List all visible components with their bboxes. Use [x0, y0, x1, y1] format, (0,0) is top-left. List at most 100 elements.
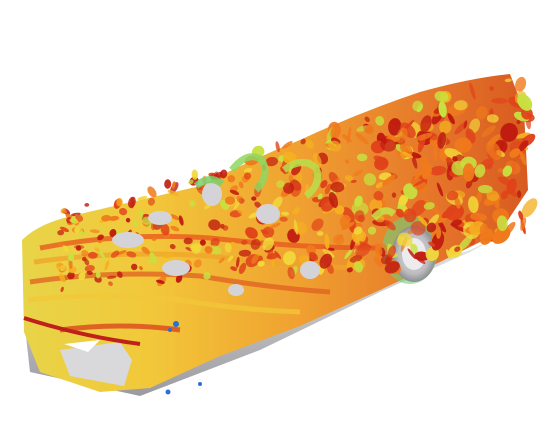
eddy-blob: [89, 229, 100, 234]
eddy-blob: [454, 246, 461, 253]
eddy-blob: [276, 180, 285, 188]
turbulent-eddy-field: [55, 76, 538, 293]
eddy-blob: [330, 181, 345, 193]
eddy-blob: [436, 182, 444, 197]
eddy-blob: [170, 214, 180, 221]
eddy-blob: [429, 165, 447, 176]
eddy-blob: [515, 76, 527, 92]
eddy-blob: [170, 225, 180, 232]
eddy-blob: [68, 258, 73, 270]
eddy-blob: [81, 250, 89, 257]
eddy-blob: [487, 164, 493, 170]
eddy-blob: [77, 231, 85, 235]
eddy-blob: [320, 180, 328, 189]
eddy-blob: [282, 151, 296, 164]
eddy-blob: [266, 253, 279, 260]
eddy-blob: [193, 259, 202, 268]
eddy-blob: [169, 244, 176, 250]
eddy-blob: [156, 279, 165, 284]
eddy-blob: [486, 114, 499, 123]
eddy-blob: [433, 145, 438, 161]
eddy-blob: [116, 197, 123, 207]
eddy-blob: [269, 222, 281, 229]
eddy-blob: [369, 198, 383, 212]
eddy-blob: [146, 259, 152, 264]
eddy-blob: [403, 208, 417, 223]
eddy-blob: [199, 239, 206, 246]
eddy-blob: [451, 219, 463, 226]
eddy-blob: [375, 115, 385, 126]
eddy-blob: [281, 211, 290, 216]
eddy-blob: [162, 252, 175, 259]
eddy-blob: [453, 100, 468, 111]
eddy-blob: [141, 246, 150, 255]
eddy-blob: [373, 256, 384, 268]
eddy-blob: [308, 251, 318, 261]
eddy-blob: [434, 217, 448, 224]
eddy-blob: [305, 139, 314, 149]
eddy-blob: [219, 223, 225, 229]
eddy-blob: [324, 233, 330, 250]
eddy-blob: [344, 175, 353, 182]
eddy-blob: [519, 151, 527, 166]
eddy-blob: [345, 159, 349, 164]
eddy-blob: [67, 271, 75, 280]
eddy-blob: [292, 207, 300, 215]
eddy-blob: [224, 196, 236, 205]
eddy-blob: [208, 219, 221, 231]
eddy-blob: [494, 198, 500, 209]
eddy-blob: [250, 238, 261, 250]
eddy-blob: [128, 196, 136, 209]
eddy-blob: [428, 241, 436, 247]
eddy-blob: [275, 141, 280, 153]
eddy-blob: [434, 91, 449, 102]
eddy-blob: [125, 217, 131, 223]
eddy-blob: [355, 243, 371, 257]
eddy-blob: [119, 207, 128, 216]
eddy-blob: [387, 245, 396, 258]
eddy-blob: [445, 157, 452, 163]
eddy-blob: [236, 208, 247, 217]
eddy-blob: [204, 245, 213, 254]
eddy-blob: [282, 251, 296, 265]
eddy-blob: [373, 155, 389, 166]
eddy-blob: [238, 249, 252, 257]
eddy-blob: [282, 141, 293, 149]
eddy-blob: [236, 256, 240, 269]
eddy-blob: [439, 120, 452, 134]
eddy-blob: [317, 193, 323, 200]
eddy-blob: [469, 82, 476, 100]
eddy-blob: [414, 170, 423, 180]
eddy-blob: [509, 148, 521, 158]
eddy-blob: [397, 232, 413, 247]
eddy-blob: [86, 270, 93, 275]
eddy-blob: [407, 230, 413, 234]
eddy-blob: [203, 272, 211, 280]
eddy-blob: [78, 272, 86, 281]
eddy-blob: [167, 189, 179, 197]
eddy-blob: [254, 201, 262, 208]
eddy-blob: [238, 262, 247, 274]
eddy-blob: [446, 191, 459, 201]
eddy-blob: [489, 85, 494, 91]
eddy-blob: [375, 242, 383, 256]
eddy-blob: [271, 257, 275, 267]
eddy-blob: [353, 169, 363, 177]
eddy-blob: [316, 231, 324, 236]
eddy-blob: [521, 107, 533, 120]
eddy-blob: [506, 178, 517, 195]
eddy-blob: [413, 177, 429, 187]
eddy-blob: [438, 101, 447, 118]
eddy-blob: [468, 196, 479, 214]
eddy-blob: [251, 196, 257, 201]
eddy-blob: [191, 169, 199, 180]
eddy-blob: [293, 219, 299, 235]
eddy-blob: [355, 132, 369, 145]
eddy-blob: [463, 120, 468, 129]
eddy-blob: [410, 221, 426, 236]
eddy-blob: [227, 255, 234, 262]
eddy-blob: [99, 251, 106, 259]
eddy-blob: [151, 237, 157, 241]
eddy-blob: [59, 273, 66, 283]
eddy-blob: [346, 267, 353, 273]
